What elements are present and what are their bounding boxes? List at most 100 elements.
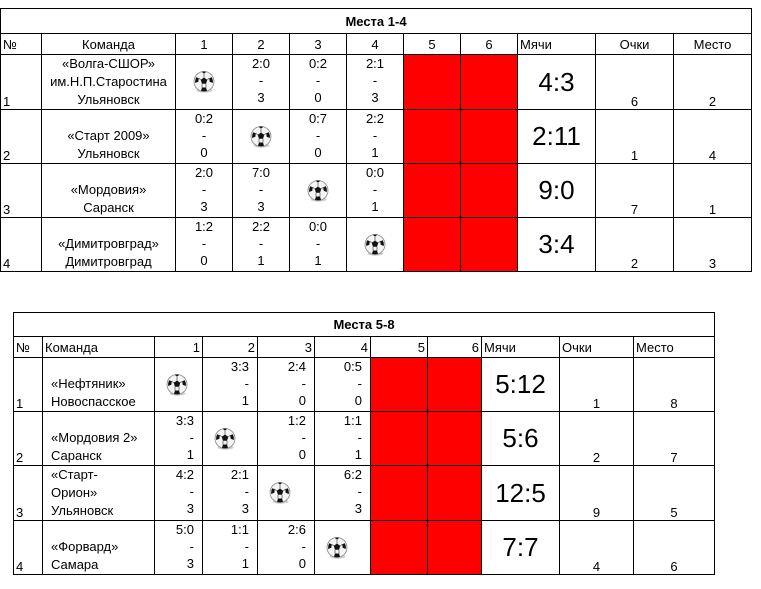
- goals-value: 5:12: [495, 369, 546, 399]
- soccer-ball-icon: [193, 71, 215, 93]
- match-result-cell: 2:4 - 0: [257, 357, 315, 412]
- table-row: 4 «Димитровград» Димитровград 1:2-0 2:2-1 0:0…: [0, 217, 752, 272]
- table-row: 2 «Старт 2009» Ульяновск 0:2 - 0 0:7 - 0 2:2 - 1 2:1…: [0, 109, 752, 164]
- team-name-line: «Мордовия 2»: [51, 430, 138, 445]
- match-cell-diagonal: [314, 520, 371, 575]
- row-number-text: 3: [3, 202, 11, 217]
- match-result-cell: 0:0 - 1: [346, 163, 404, 218]
- team-name-line: «Старт-: [51, 467, 98, 482]
- points-value: 2: [630, 256, 639, 271]
- team-name-line: Ульяновск: [77, 146, 140, 161]
- match-result-line: 0: [298, 556, 306, 571]
- team-cell: «Нефтяник» Новоспасское: [42, 357, 155, 412]
- empty-red-cell-6: [460, 163, 518, 218]
- match-result-line: 0: [200, 253, 208, 268]
- match-result-line: -: [258, 236, 264, 251]
- place-value: 8: [670, 396, 678, 411]
- match-result-line: 0: [314, 145, 322, 160]
- match-result-line: -: [244, 484, 249, 499]
- header-col-1: 1: [154, 336, 203, 358]
- row-number: 1: [0, 54, 42, 110]
- points-value: 9: [592, 505, 601, 520]
- match-result-line: 3: [241, 501, 249, 516]
- match-result-line: -: [315, 73, 321, 88]
- match-cell-diagonal: [154, 357, 203, 412]
- table-title: Места 1-4: [0, 8, 752, 34]
- match-result-line: 0:5: [343, 359, 362, 374]
- match-result-line: 1: [241, 556, 249, 571]
- match-result-line: 1:1: [343, 413, 362, 428]
- match-result-line: 3:3: [230, 359, 249, 374]
- match-cell-diagonal: [289, 163, 347, 218]
- match-result-line: 3: [186, 556, 194, 571]
- place-value: 3: [708, 256, 717, 271]
- place-cell: 6: [633, 520, 715, 575]
- goals-value: 5:6: [502, 423, 539, 453]
- header-num: №: [0, 33, 42, 55]
- place-value: 4: [708, 148, 717, 163]
- match-result-line: -: [372, 128, 378, 143]
- match-result-line: -: [189, 430, 194, 445]
- header-col-4: 4: [314, 336, 371, 358]
- match-result-cell: 5:0 - 3: [154, 520, 203, 575]
- points-value: 6: [630, 94, 639, 109]
- points-value: 7: [630, 202, 639, 217]
- match-result-line: 1: [371, 199, 379, 214]
- match-result-cell: 7:0 - 3: [232, 163, 290, 218]
- match-cell-diagonal: [232, 109, 290, 164]
- match-result-line: -: [201, 236, 207, 251]
- match-result-line: -: [301, 376, 306, 391]
- team-name-line: Ульяновск: [77, 92, 140, 107]
- empty-red-cell-5: [403, 109, 461, 164]
- match-result-line: 2:1: [365, 56, 385, 71]
- match-result-line: 1:1: [230, 522, 249, 537]
- soccer-ball-icon: [214, 427, 236, 450]
- match-result-line: 4:2: [175, 467, 194, 482]
- empty-red-cell-6: [427, 357, 482, 412]
- match-result-cell: 0:5 - 0: [314, 357, 371, 412]
- row-number-text: 3: [16, 505, 24, 520]
- match-result-line: 2:2: [365, 111, 385, 126]
- header-col-5: 5: [403, 33, 461, 55]
- match-result-line: 0:7: [308, 111, 328, 126]
- match-result-line: 5:0: [175, 522, 194, 537]
- place-value: 1: [708, 202, 717, 217]
- goals-cell: 12:5: [481, 465, 560, 521]
- match-result-line: -: [201, 182, 207, 197]
- match-result-line: -: [372, 182, 378, 197]
- table-row: 1 «Волга-СШОР» им.Н.П.Старостина Ульяновск 2…: [0, 54, 752, 110]
- points-cell: 6: [595, 54, 674, 110]
- row-number: 4: [0, 217, 42, 272]
- team-cell: «Мордовия 2» Саранск: [42, 411, 155, 466]
- match-result-line: 1: [354, 447, 362, 462]
- header-col-2: 2: [232, 33, 290, 55]
- team-name-line: «Старт 2009»: [67, 128, 150, 143]
- match-result-line: -: [315, 128, 321, 143]
- table-title: Места 5-8: [13, 312, 715, 337]
- header-points: Очки: [595, 33, 674, 55]
- match-result-line: 0: [314, 90, 322, 105]
- empty-red-cell-5: [370, 465, 428, 521]
- goals-value: 7:7: [502, 532, 539, 562]
- empty-red-cell-5: [403, 217, 461, 272]
- match-result-line: 1:2: [287, 413, 306, 428]
- match-result-line: -: [357, 430, 362, 445]
- row-number: 3: [13, 465, 43, 521]
- row-number-text: 1: [3, 94, 11, 109]
- points-cell: 1: [595, 109, 674, 164]
- row-number-text: 4: [3, 256, 11, 271]
- goals-cell: 3:4: [517, 217, 596, 272]
- match-result-line: -: [189, 539, 194, 554]
- empty-red-cell-5: [403, 54, 461, 110]
- header-col-1: 1: [175, 33, 233, 55]
- goals-cell: 7:7: [481, 520, 560, 575]
- match-result-cell: 2:1 - 3: [346, 54, 404, 110]
- match-cell-diagonal: [257, 465, 315, 521]
- match-result-line: 0:2: [308, 56, 328, 71]
- match-result-line: -: [372, 73, 378, 88]
- goals-value: 9:0: [538, 175, 575, 205]
- match-result-line: 0: [200, 145, 208, 160]
- match-result-cell: 2:1 - 3: [202, 465, 258, 521]
- soccer-ball-icon: [307, 179, 329, 202]
- match-result-line: 2:0: [251, 56, 271, 71]
